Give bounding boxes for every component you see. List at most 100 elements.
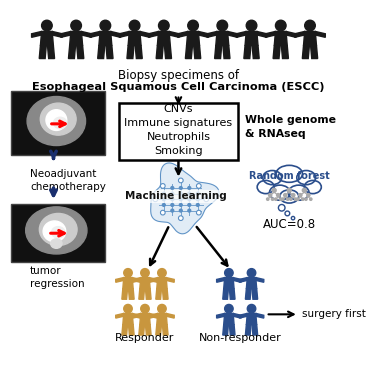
Polygon shape	[224, 278, 234, 289]
Polygon shape	[116, 314, 124, 318]
Circle shape	[160, 184, 165, 188]
Circle shape	[42, 20, 52, 31]
Polygon shape	[295, 32, 305, 38]
Polygon shape	[48, 46, 54, 58]
Polygon shape	[281, 46, 288, 58]
Polygon shape	[223, 289, 228, 299]
Polygon shape	[223, 325, 228, 335]
Polygon shape	[122, 289, 128, 299]
Ellipse shape	[257, 180, 274, 194]
Circle shape	[178, 216, 183, 220]
Polygon shape	[217, 314, 225, 318]
Polygon shape	[151, 163, 219, 234]
Circle shape	[299, 194, 302, 197]
Polygon shape	[106, 46, 113, 58]
Text: Responder: Responder	[115, 333, 175, 343]
FancyBboxPatch shape	[118, 103, 238, 160]
Circle shape	[267, 198, 269, 200]
Circle shape	[171, 198, 174, 201]
Circle shape	[292, 194, 295, 197]
Circle shape	[162, 198, 165, 201]
Circle shape	[141, 304, 149, 313]
Polygon shape	[69, 46, 75, 58]
Circle shape	[277, 194, 280, 197]
Text: Non-responder: Non-responder	[199, 333, 282, 343]
Polygon shape	[302, 46, 309, 58]
Circle shape	[179, 204, 182, 206]
Circle shape	[179, 198, 182, 201]
Circle shape	[196, 184, 201, 188]
Polygon shape	[133, 278, 141, 282]
Polygon shape	[135, 46, 142, 58]
Polygon shape	[98, 46, 105, 58]
Polygon shape	[157, 278, 167, 289]
Circle shape	[291, 216, 295, 220]
Ellipse shape	[54, 117, 67, 129]
Circle shape	[196, 210, 201, 215]
Polygon shape	[127, 46, 134, 58]
Polygon shape	[236, 32, 246, 38]
Circle shape	[158, 268, 166, 277]
Polygon shape	[77, 46, 84, 58]
Polygon shape	[119, 32, 129, 38]
Circle shape	[305, 198, 307, 200]
FancyBboxPatch shape	[11, 91, 105, 155]
Circle shape	[272, 188, 276, 192]
Polygon shape	[139, 289, 144, 299]
Ellipse shape	[27, 96, 86, 146]
Polygon shape	[166, 278, 174, 282]
Polygon shape	[187, 32, 200, 46]
Circle shape	[160, 210, 165, 215]
Polygon shape	[129, 289, 134, 299]
Polygon shape	[245, 32, 258, 46]
Polygon shape	[252, 289, 258, 299]
Polygon shape	[156, 46, 163, 58]
Polygon shape	[310, 46, 318, 58]
Polygon shape	[149, 278, 157, 282]
Circle shape	[179, 186, 182, 189]
Polygon shape	[81, 32, 92, 38]
Polygon shape	[140, 32, 150, 38]
Circle shape	[276, 20, 286, 31]
Polygon shape	[178, 32, 188, 38]
Ellipse shape	[304, 180, 321, 194]
Circle shape	[297, 198, 299, 200]
Circle shape	[294, 198, 297, 200]
Circle shape	[162, 192, 165, 195]
Circle shape	[71, 20, 81, 31]
Ellipse shape	[297, 171, 316, 184]
Polygon shape	[233, 278, 241, 282]
Polygon shape	[123, 278, 133, 289]
Circle shape	[153, 197, 158, 202]
Ellipse shape	[263, 171, 282, 184]
Polygon shape	[216, 32, 229, 46]
Circle shape	[171, 209, 174, 212]
Circle shape	[247, 268, 256, 277]
Circle shape	[188, 186, 191, 189]
Circle shape	[305, 20, 315, 31]
Polygon shape	[230, 325, 235, 335]
Polygon shape	[214, 46, 222, 58]
Ellipse shape	[51, 239, 62, 248]
Polygon shape	[256, 278, 264, 282]
Polygon shape	[256, 314, 264, 318]
Polygon shape	[246, 278, 257, 289]
Polygon shape	[140, 314, 150, 325]
Circle shape	[179, 209, 182, 212]
Ellipse shape	[26, 207, 87, 254]
Polygon shape	[166, 314, 174, 318]
Circle shape	[272, 198, 274, 200]
Text: Whole genome
& RNAseq: Whole genome & RNAseq	[245, 115, 336, 139]
Polygon shape	[217, 278, 225, 282]
Polygon shape	[230, 289, 235, 299]
Circle shape	[124, 268, 132, 277]
FancyBboxPatch shape	[11, 204, 105, 262]
Ellipse shape	[46, 110, 67, 130]
Circle shape	[204, 197, 209, 202]
Circle shape	[141, 268, 149, 277]
Text: tumor
regression: tumor regression	[30, 266, 84, 290]
Circle shape	[196, 198, 199, 201]
Circle shape	[302, 198, 304, 200]
Polygon shape	[156, 325, 162, 335]
Circle shape	[162, 204, 165, 206]
